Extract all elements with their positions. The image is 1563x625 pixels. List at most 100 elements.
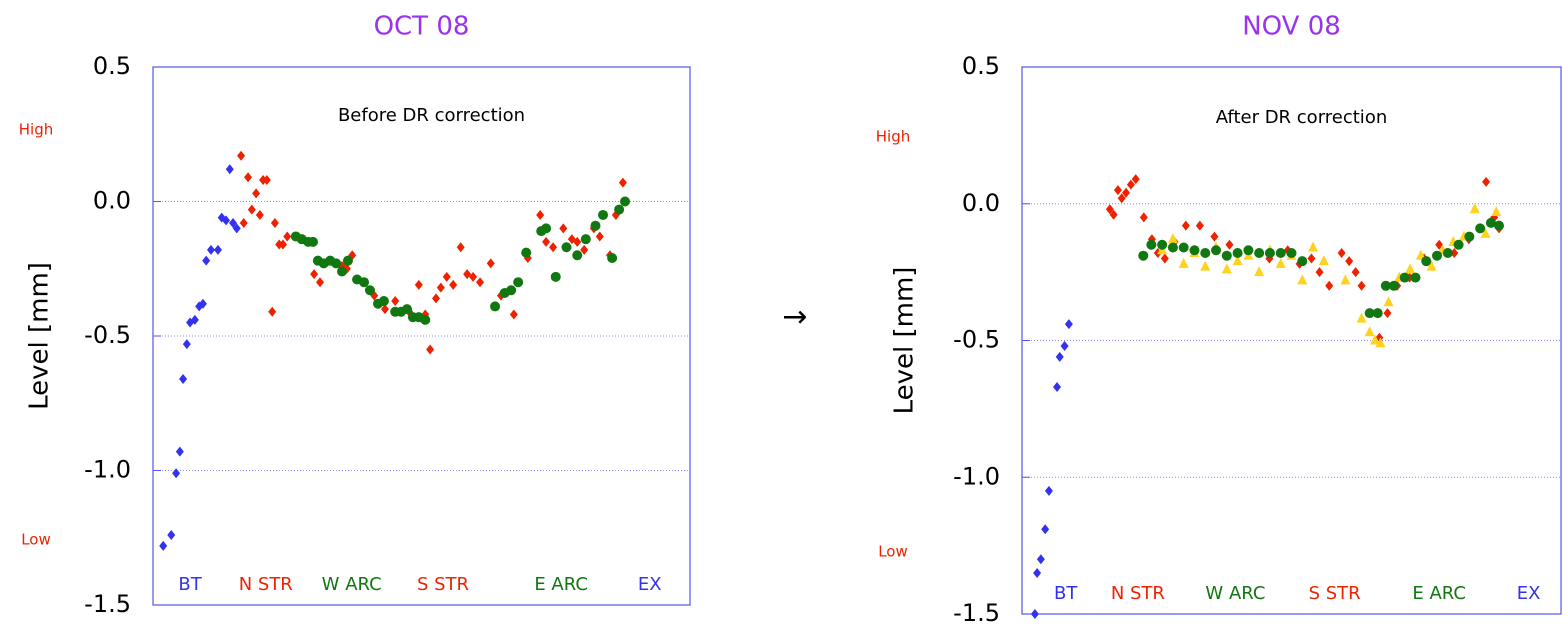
circle-point — [378, 296, 389, 307]
section-label: S STR — [1309, 583, 1361, 604]
diamond-point — [1036, 554, 1045, 565]
diamond-point — [316, 277, 325, 288]
circle-point — [342, 255, 353, 266]
high-label: High — [19, 121, 53, 139]
diamond-point — [255, 209, 264, 220]
diamond-point — [1210, 231, 1219, 242]
circle-point — [1254, 247, 1265, 258]
triangle-point — [1200, 260, 1211, 271]
circle-point — [580, 234, 591, 245]
diamond-point — [1139, 212, 1148, 223]
diamond-point — [380, 304, 389, 315]
y-tick-label: -1.5 — [84, 590, 131, 618]
diamond-point — [456, 242, 465, 253]
high-label: High — [876, 128, 910, 146]
diamond-point — [1357, 280, 1366, 291]
circle-point — [1178, 242, 1189, 253]
arrow: → — [782, 300, 807, 335]
chart-title: OCT 08 — [374, 12, 470, 42]
diamond-point — [198, 298, 207, 309]
triangle-point — [1232, 255, 1243, 266]
circle-point — [1380, 280, 1391, 291]
plot-frame — [152, 66, 691, 606]
y-axis-label: Level [mm] — [890, 267, 920, 415]
diamond-point — [549, 242, 558, 253]
diamond-point — [278, 239, 287, 250]
diamond-point — [1450, 247, 1459, 258]
diamond-point — [391, 296, 400, 307]
circle-point — [1372, 308, 1383, 319]
circle-point — [590, 220, 601, 231]
circle-point — [1442, 247, 1453, 258]
diamond-point — [190, 314, 199, 325]
circle-point — [521, 247, 532, 258]
diamond-point — [1041, 524, 1050, 535]
diamond-point — [175, 446, 184, 457]
diamond-point — [414, 279, 423, 290]
diamond-point — [159, 540, 168, 551]
diamond-point — [239, 218, 248, 229]
triangle-point — [1364, 326, 1375, 337]
diamond-point — [1265, 253, 1274, 264]
section-label: E ARC — [534, 574, 588, 595]
section-label: BT — [1054, 583, 1078, 604]
circle-point — [1286, 247, 1297, 258]
diamond-point — [172, 468, 181, 479]
diamond-point — [225, 164, 234, 175]
diamond-point — [536, 209, 545, 220]
diamond-point — [1345, 256, 1354, 267]
circle-point — [308, 236, 319, 247]
diamond-point — [559, 223, 568, 234]
diamond-point — [247, 204, 256, 215]
diamond-point — [1337, 247, 1346, 258]
circle-point — [1399, 272, 1410, 283]
section-label: N STR — [1111, 583, 1165, 604]
y-tick-label: 0.0 — [93, 187, 131, 215]
diamond-point — [1181, 220, 1190, 231]
diamond-point — [542, 236, 551, 247]
circle-point — [1421, 256, 1432, 267]
diamond-point — [1225, 239, 1234, 250]
diamond-point — [573, 236, 582, 247]
plot-frame — [1021, 66, 1562, 615]
circle-point — [1432, 250, 1443, 261]
triangle-point — [1426, 260, 1437, 271]
triangle-point — [1469, 203, 1480, 214]
circle-point — [1264, 247, 1275, 258]
circle-point — [1297, 256, 1308, 267]
circle-point — [1243, 245, 1254, 256]
low-label: Low — [878, 543, 908, 561]
diamond-point — [1053, 381, 1062, 392]
y-tick-label: 0.5 — [962, 52, 1000, 80]
triangle-point — [1308, 241, 1319, 252]
triangle-point — [1221, 263, 1232, 274]
diamond-point — [1044, 485, 1053, 496]
circle-point — [1189, 245, 1200, 256]
triangle-point — [1167, 233, 1178, 244]
diamond-point — [1030, 609, 1039, 619]
diamond-point — [1195, 220, 1204, 231]
circle-point — [607, 252, 618, 263]
y-tick-label: -1.5 — [953, 599, 1000, 625]
chart-title: NOV 08 — [1242, 12, 1341, 42]
diamond-point — [237, 150, 246, 161]
circle-point — [1211, 245, 1222, 256]
diamond-point — [463, 269, 472, 280]
circle-point — [561, 242, 572, 253]
circle-point — [331, 258, 342, 269]
circle-point — [1464, 231, 1475, 242]
diamond-point — [1105, 204, 1114, 215]
triangle-point — [1383, 296, 1394, 307]
circle-point — [614, 204, 625, 215]
diamond-point — [442, 271, 451, 282]
circle-point — [572, 250, 583, 261]
diamond-point — [1131, 174, 1140, 185]
diamond-point — [595, 231, 604, 242]
triangle-point — [1491, 205, 1502, 216]
circle-point — [1221, 250, 1232, 261]
circle-point — [598, 209, 609, 220]
diamond-point — [1383, 308, 1392, 319]
diamond-point — [1109, 209, 1118, 220]
circle-point — [1494, 220, 1505, 231]
